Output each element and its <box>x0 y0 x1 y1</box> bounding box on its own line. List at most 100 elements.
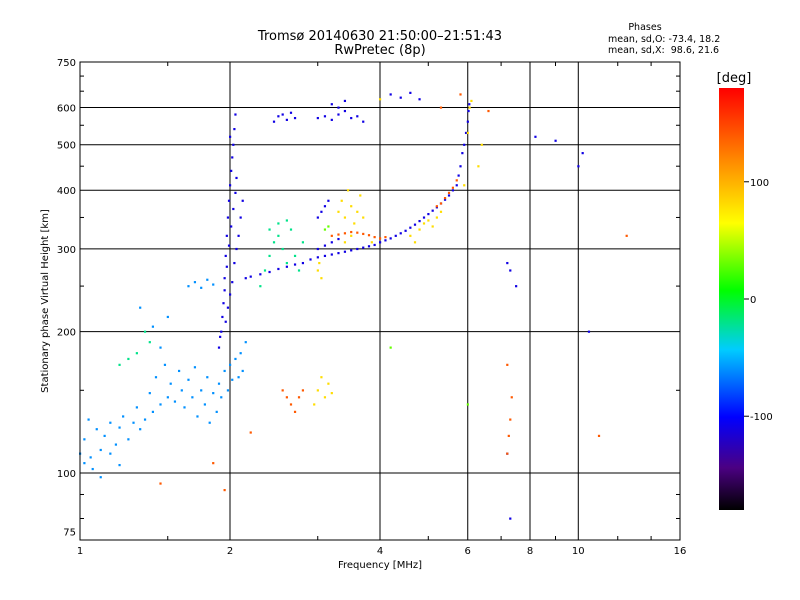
data-point <box>470 99 473 103</box>
data-point <box>384 239 387 242</box>
data-point <box>362 120 365 123</box>
data-point <box>443 198 447 201</box>
data-point <box>222 302 225 305</box>
data-point <box>384 236 387 239</box>
data-point <box>509 269 512 272</box>
data-point <box>356 115 359 118</box>
data-point <box>323 115 327 118</box>
data-point <box>534 135 537 138</box>
data-point <box>166 396 169 399</box>
data-point <box>413 223 417 226</box>
data-point <box>506 363 509 366</box>
data-point <box>232 143 235 146</box>
data-point <box>435 205 438 208</box>
data-point <box>320 277 323 280</box>
data-point <box>285 261 288 265</box>
data-point <box>281 389 284 392</box>
data-point <box>87 418 90 421</box>
data-point <box>148 341 151 344</box>
data-point <box>463 143 466 146</box>
data-point <box>464 131 468 135</box>
data-point <box>177 369 181 373</box>
data-point <box>230 169 233 172</box>
data-point <box>219 335 222 338</box>
data-point <box>187 285 190 288</box>
data-point <box>225 234 228 237</box>
data-point <box>91 467 94 471</box>
data-point <box>323 244 327 247</box>
data-point <box>359 194 362 197</box>
data-point <box>394 234 397 237</box>
data-point <box>180 389 183 392</box>
data-point <box>268 228 271 231</box>
data-point <box>234 191 237 194</box>
data-point <box>480 143 483 146</box>
x-axis-label: Frequency [MHz] <box>338 560 422 571</box>
data-point <box>373 243 376 247</box>
data-point <box>457 174 460 177</box>
data-point <box>289 403 293 406</box>
data-point <box>379 237 382 240</box>
data-point <box>343 241 347 244</box>
data-point <box>237 376 240 379</box>
data-point <box>293 254 297 258</box>
data-point <box>350 116 353 120</box>
data-point <box>215 410 218 413</box>
data-point <box>451 186 455 189</box>
data-point <box>223 369 226 373</box>
data-point <box>263 269 267 272</box>
data-point <box>277 267 280 271</box>
data-point <box>227 244 231 247</box>
data-point <box>413 241 417 244</box>
data-point <box>226 216 230 219</box>
data-point <box>293 410 297 413</box>
data-point <box>239 216 242 219</box>
data-point <box>554 139 557 142</box>
data-point <box>297 396 301 399</box>
data-point <box>337 106 340 109</box>
data-point <box>148 392 151 395</box>
data-point <box>343 250 347 253</box>
data-point <box>272 241 276 244</box>
data-point <box>466 131 469 135</box>
data-point <box>217 382 221 385</box>
chart-title: Tromsø 20140630 21:50:00–21:51:43 <box>257 29 502 44</box>
data-point <box>350 249 353 252</box>
x-tick-label: 8 <box>527 546 533 557</box>
data-point <box>301 261 305 265</box>
data-point <box>455 184 458 187</box>
data-point <box>451 189 455 192</box>
data-point <box>127 357 130 361</box>
data-point <box>193 366 197 369</box>
data-point <box>163 363 167 366</box>
chart-subtitle: RwPretec (8p) <box>334 43 425 58</box>
data-point <box>289 228 293 231</box>
data-point <box>226 306 230 309</box>
data-point <box>316 116 319 120</box>
data-point <box>431 209 434 212</box>
data-point <box>231 156 234 159</box>
data-point <box>293 263 297 266</box>
colorbar-gradient <box>719 88 744 510</box>
data-point <box>191 396 194 399</box>
data-point <box>330 118 333 121</box>
data-point <box>597 434 601 438</box>
data-point <box>477 165 480 168</box>
data-point <box>379 241 382 244</box>
data-point <box>404 229 407 232</box>
data-point <box>200 389 203 392</box>
y-axis-label: Stationary phase Virtual Height [km] <box>40 209 51 393</box>
data-point <box>399 96 402 99</box>
data-point <box>259 285 262 288</box>
data-point <box>212 462 215 465</box>
data-point <box>109 421 112 424</box>
colorbar-tick-label: 0 <box>750 295 756 306</box>
data-point <box>327 199 330 202</box>
data-point <box>362 246 365 249</box>
data-point <box>143 330 147 333</box>
data-point <box>220 330 223 333</box>
data-point <box>356 247 359 251</box>
data-point <box>159 482 162 485</box>
data-point <box>244 341 247 344</box>
data-point <box>362 232 365 236</box>
